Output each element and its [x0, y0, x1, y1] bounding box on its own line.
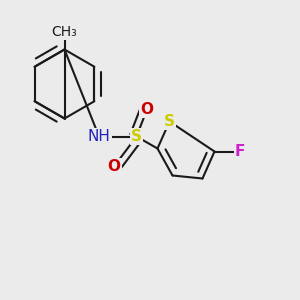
Text: F: F	[235, 144, 245, 159]
Text: S: S	[164, 114, 175, 129]
Text: CH₃: CH₃	[52, 25, 77, 38]
Text: O: O	[107, 159, 121, 174]
Text: S: S	[131, 129, 142, 144]
Text: NH: NH	[88, 129, 110, 144]
Text: O: O	[140, 102, 154, 117]
